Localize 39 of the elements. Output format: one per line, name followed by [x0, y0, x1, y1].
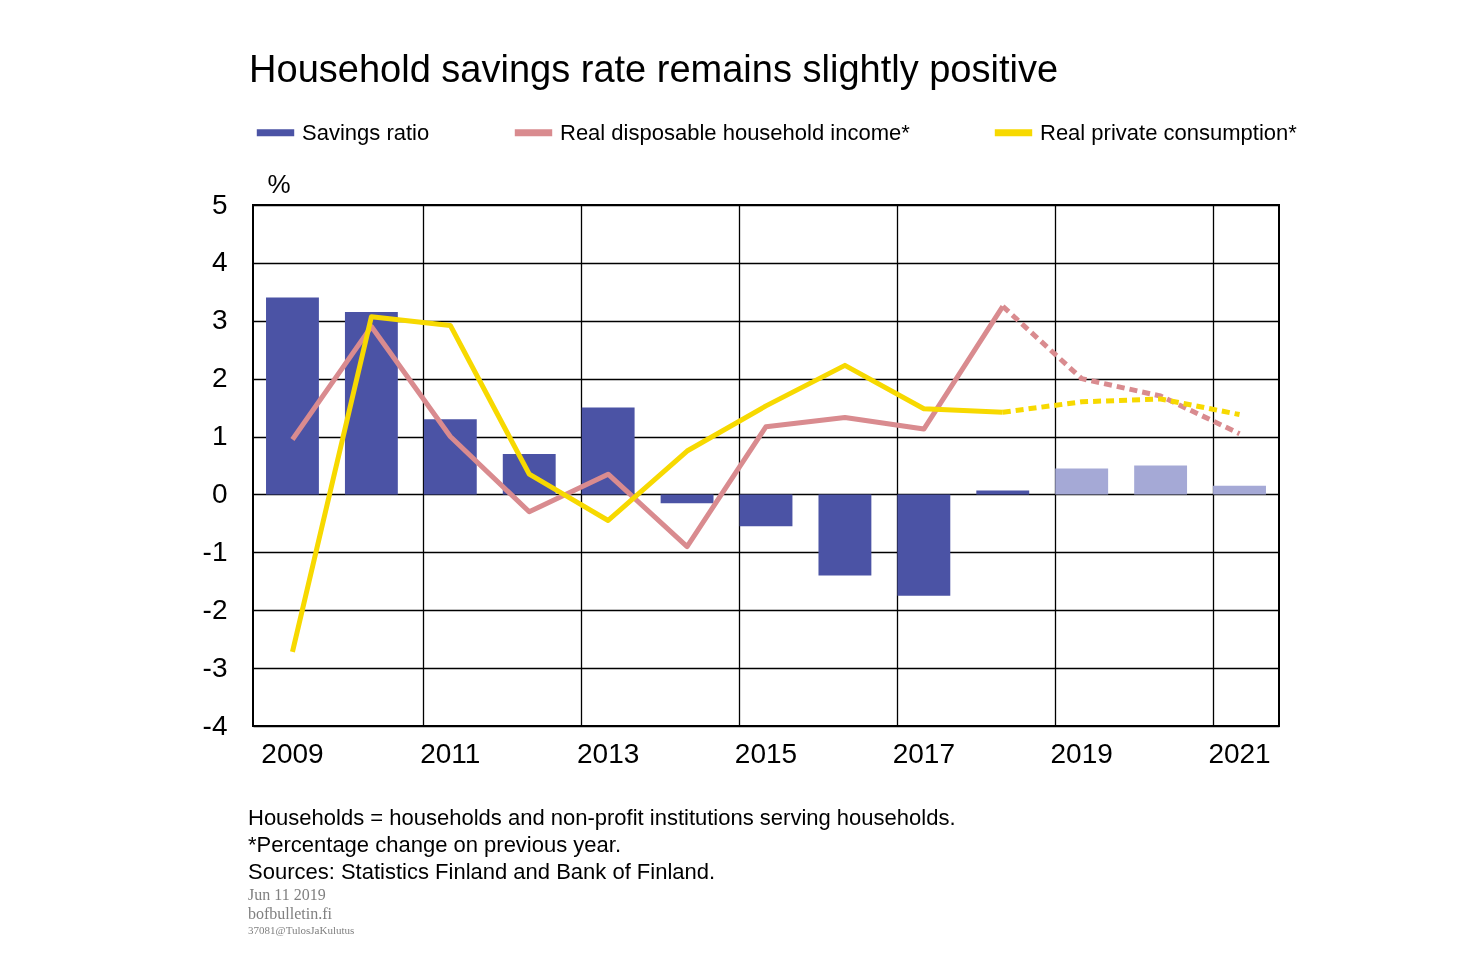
bar [1213, 485, 1266, 495]
bar [1134, 465, 1188, 495]
y-tick-label: -2 [202, 593, 228, 625]
bar [739, 494, 793, 527]
y-tick-label: 0 [211, 477, 228, 509]
y-tick-label: -4 [202, 709, 228, 741]
x-tick-label: 2011 [420, 737, 481, 769]
x-tick-label: 2021 [1208, 737, 1271, 769]
bar [1055, 468, 1109, 495]
bar [423, 419, 477, 495]
bar [266, 297, 319, 495]
chart-title: Household savings rate remains slightly positive [249, 48, 1059, 90]
y-tick-label: 5 [211, 188, 228, 220]
text: bofbulletin.fi [248, 904, 333, 923]
legend-label: Savings ratio [302, 119, 430, 145]
y-tick-label: -1 [202, 535, 228, 567]
text: Households = households and non-profit institutions serving households. [248, 804, 956, 831]
x-tick-label: 2009 [261, 737, 324, 769]
text: Jun 11 2019 [248, 885, 327, 904]
x-tick-label: 2015 [734, 737, 798, 769]
bar [976, 490, 1030, 495]
y-tick-label: 1 [211, 420, 228, 452]
bar [818, 494, 872, 576]
x-tick-label: 2013 [577, 737, 640, 769]
x-tick-label: 2017 [892, 737, 955, 769]
legend-label: Real private consumption* [1040, 119, 1298, 145]
source-note: Sources: Statistics Finland and Bank of Finland. [248, 858, 717, 885]
y-tick-label: 2 [211, 362, 228, 394]
y-axis-title: % [267, 168, 291, 199]
bar [660, 494, 714, 504]
text: 37081@TulosJaKulutus [248, 923, 356, 937]
legend-label: Real disposable household income* [560, 119, 911, 145]
bar [897, 494, 951, 596]
bar [581, 407, 635, 495]
text: *Percentage change on previous year. [248, 831, 623, 858]
y-tick-label: -3 [202, 651, 228, 683]
y-tick-label: 3 [211, 304, 228, 336]
y-tick-label: 4 [211, 246, 228, 278]
x-tick-label: 2019 [1050, 737, 1113, 769]
